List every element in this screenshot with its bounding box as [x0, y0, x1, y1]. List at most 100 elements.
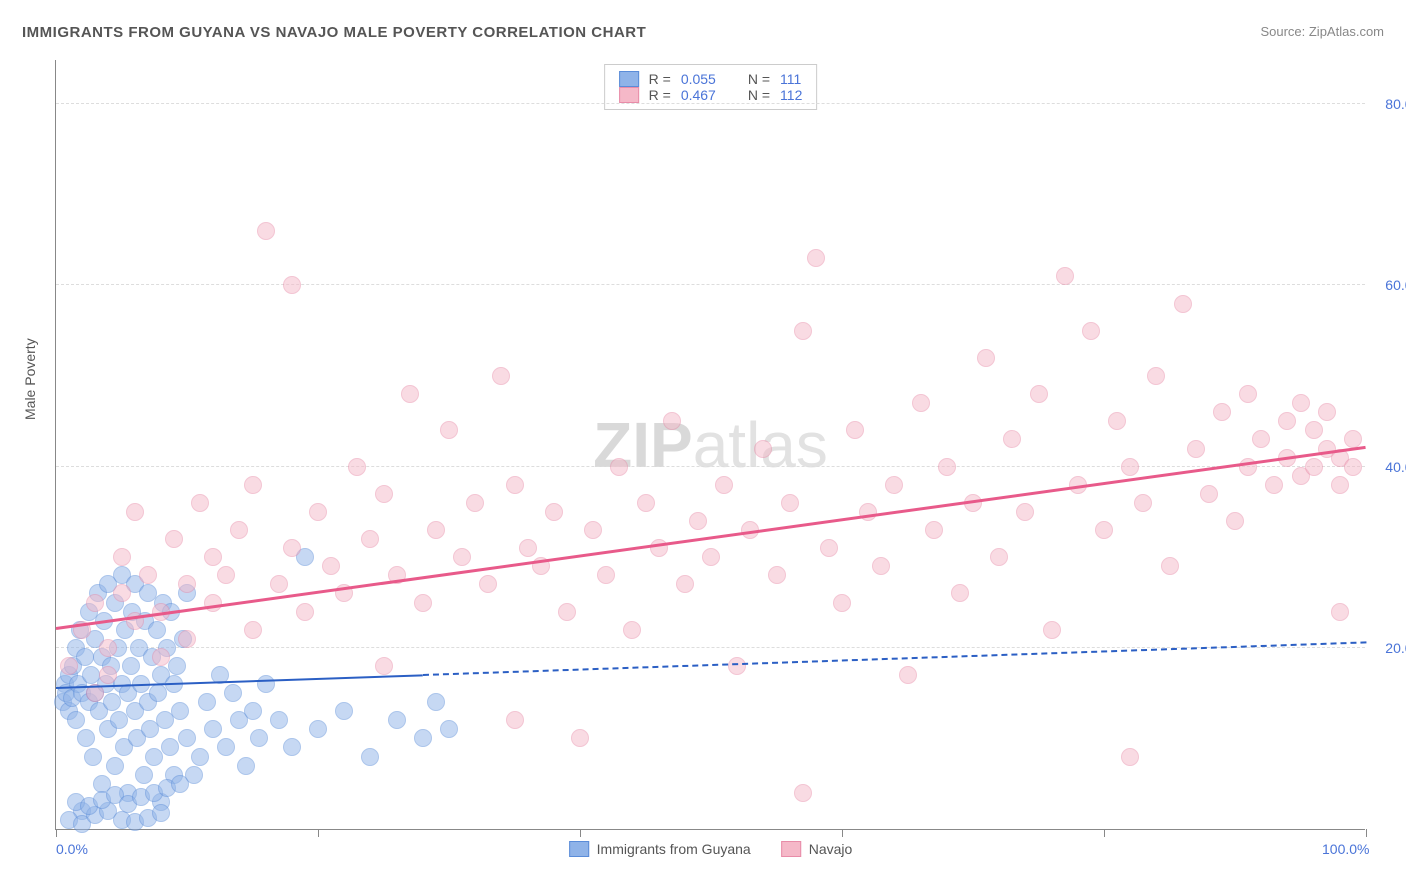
plot-area: ZIPatlas R =0.055N =111R =0.467N =112 Im…: [55, 60, 1365, 830]
data-point: [230, 521, 248, 539]
data-point: [1344, 458, 1362, 476]
data-point: [1331, 603, 1349, 621]
data-point: [571, 729, 589, 747]
data-point: [152, 804, 170, 822]
data-point: [715, 476, 733, 494]
data-point: [375, 485, 393, 503]
x-tick: [1366, 829, 1367, 837]
data-point: [139, 566, 157, 584]
data-point: [1331, 476, 1349, 494]
data-point: [912, 394, 930, 412]
data-point: [335, 702, 353, 720]
data-point: [237, 757, 255, 775]
data-point: [1003, 430, 1021, 448]
data-point: [309, 720, 327, 738]
data-point: [86, 594, 104, 612]
data-point: [257, 222, 275, 240]
data-point: [506, 711, 524, 729]
legend-row: R =0.467N =112: [619, 87, 803, 103]
data-point: [84, 748, 102, 766]
data-point: [1121, 748, 1139, 766]
data-point: [938, 458, 956, 476]
data-point: [925, 521, 943, 539]
data-point: [1043, 621, 1061, 639]
legend-n-label: N =: [748, 87, 770, 103]
data-point: [1305, 421, 1323, 439]
data-point: [401, 385, 419, 403]
x-tick-label: 100.0%: [1322, 841, 1369, 857]
data-point: [689, 512, 707, 530]
legend-n-label: N =: [748, 71, 770, 87]
data-point: [283, 276, 301, 294]
data-point: [754, 440, 772, 458]
data-point: [348, 458, 366, 476]
data-point: [990, 548, 1008, 566]
data-point: [122, 657, 140, 675]
data-point: [899, 666, 917, 684]
source-label: Source: ZipAtlas.com: [1260, 24, 1384, 39]
data-point: [623, 621, 641, 639]
data-point: [113, 548, 131, 566]
data-point: [1030, 385, 1048, 403]
data-point: [77, 729, 95, 747]
data-point: [1134, 494, 1152, 512]
data-point: [1226, 512, 1244, 530]
data-point: [244, 702, 262, 720]
data-point: [375, 657, 393, 675]
data-point: [361, 530, 379, 548]
legend-r-label: R =: [649, 71, 671, 87]
data-point: [165, 530, 183, 548]
legend-r-value: 0.055: [681, 71, 716, 87]
data-point: [106, 757, 124, 775]
data-point: [663, 412, 681, 430]
data-point: [99, 666, 117, 684]
data-point: [113, 584, 131, 602]
legend-swatch: [619, 87, 639, 103]
data-point: [414, 594, 432, 612]
data-point: [977, 349, 995, 367]
legend-n-value: 112: [780, 87, 802, 103]
data-point: [99, 639, 117, 657]
legend-n-value: 111: [780, 71, 801, 87]
data-point: [558, 603, 576, 621]
data-point: [610, 458, 628, 476]
data-point: [198, 693, 216, 711]
series-legend: Immigrants from GuyanaNavajo: [569, 841, 853, 857]
data-point: [204, 720, 222, 738]
gridline: [56, 284, 1365, 285]
data-point: [270, 575, 288, 593]
data-point: [1095, 521, 1113, 539]
data-point: [453, 548, 471, 566]
legend-swatch: [619, 71, 639, 87]
data-point: [479, 575, 497, 593]
gridline: [56, 466, 1365, 467]
data-point: [1016, 503, 1034, 521]
trend-line: [56, 446, 1366, 630]
data-point: [820, 539, 838, 557]
data-point: [1305, 458, 1323, 476]
data-point: [519, 539, 537, 557]
data-point: [1213, 403, 1231, 421]
data-point: [204, 548, 222, 566]
data-point: [283, 539, 301, 557]
data-point: [1082, 322, 1100, 340]
data-point: [171, 702, 189, 720]
data-point: [152, 648, 170, 666]
data-point: [309, 503, 327, 521]
data-point: [76, 648, 94, 666]
data-point: [807, 249, 825, 267]
data-point: [872, 557, 890, 575]
data-point: [702, 548, 720, 566]
data-point: [1292, 394, 1310, 412]
legend-r-value: 0.467: [681, 87, 716, 103]
y-tick-label: 60.0%: [1385, 277, 1406, 293]
data-point: [676, 575, 694, 593]
data-point: [270, 711, 288, 729]
x-tick: [318, 829, 319, 837]
data-point: [1252, 430, 1270, 448]
x-tick: [580, 829, 581, 837]
data-point: [148, 621, 166, 639]
series-name: Navajo: [809, 841, 853, 857]
data-point: [492, 367, 510, 385]
data-point: [1147, 367, 1165, 385]
